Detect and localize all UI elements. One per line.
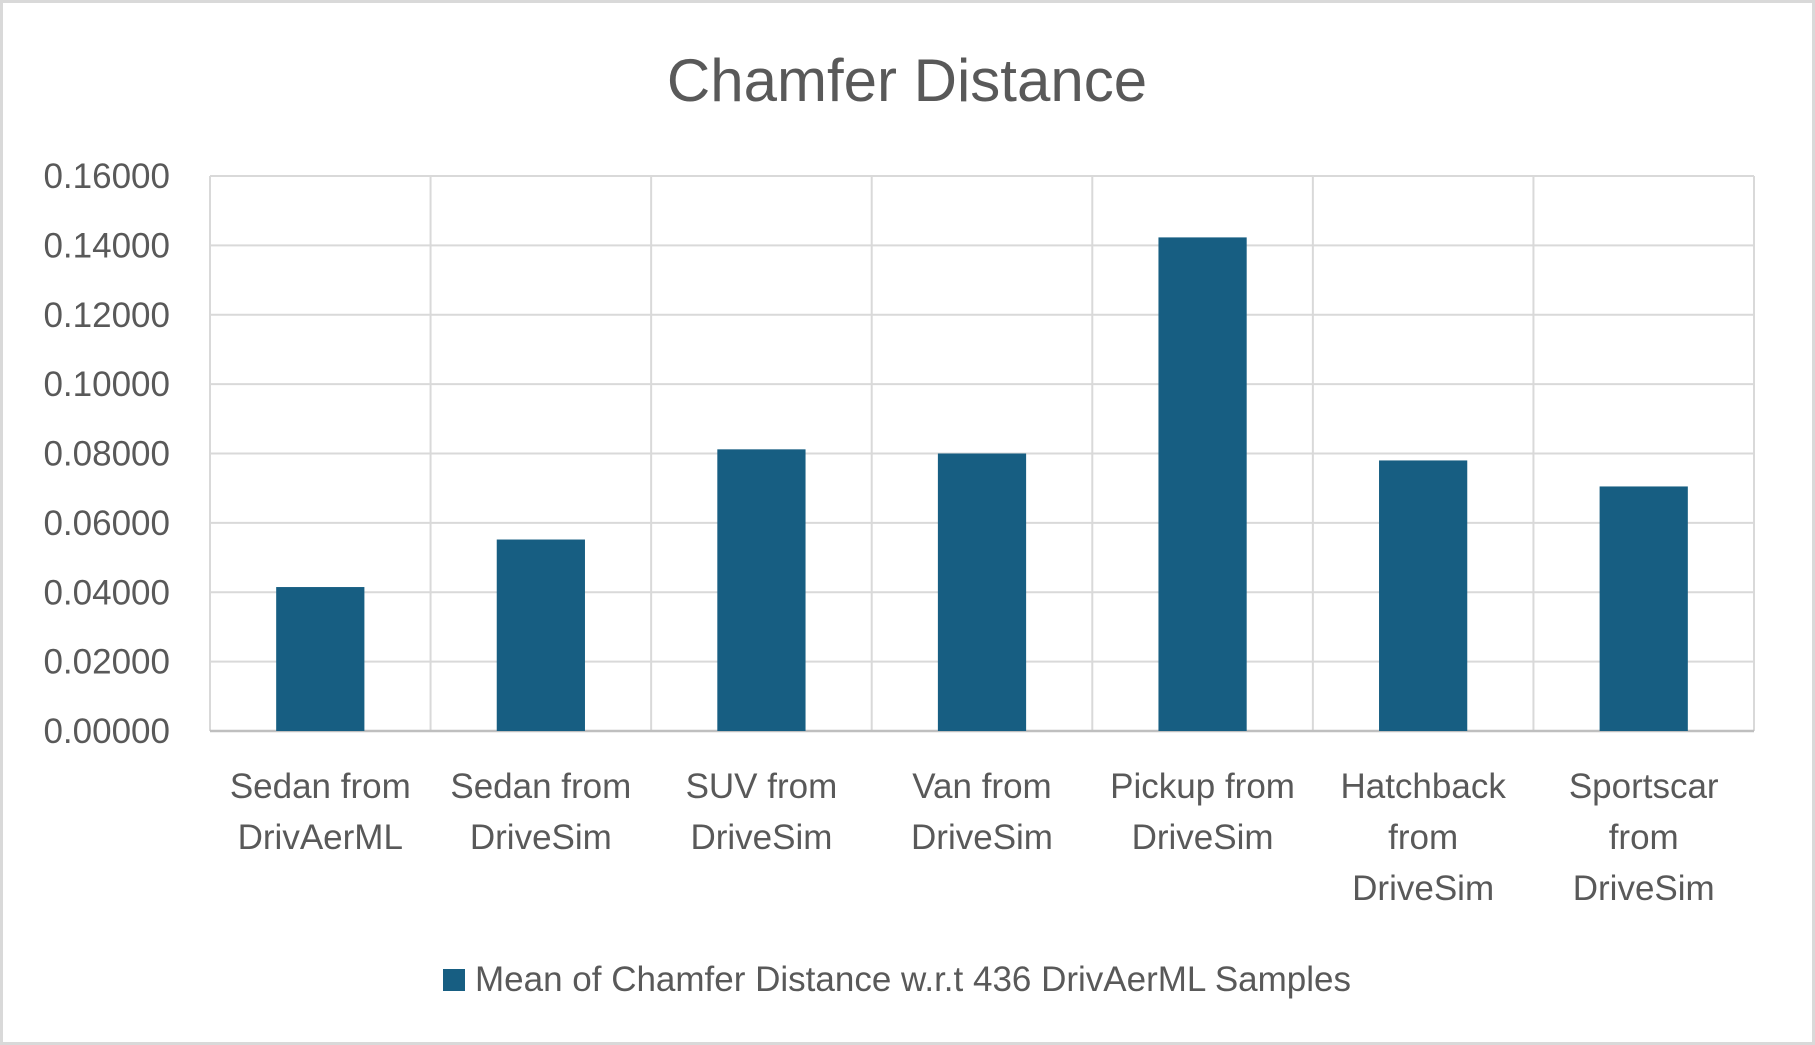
bars	[276, 237, 1688, 731]
y-tick-label: 0.04000	[43, 573, 170, 612]
legend-label: Mean of Chamfer Distance w.r.t 436 DrivA…	[475, 960, 1351, 999]
x-category-label: Pickup from DriveSim	[1110, 767, 1295, 857]
bar	[276, 587, 365, 731]
x-category-label: Sedan from DrivAerML	[230, 767, 411, 857]
legend: Mean of Chamfer Distance w.r.t 436 DrivA…	[443, 960, 1351, 999]
y-axis-ticks: 0.00000 0.02000 0.04000 0.06000 0.08000 0.100…	[43, 157, 170, 751]
y-tick-label: 0.02000	[43, 643, 170, 682]
x-category-label: Hatchback from DriveSim	[1340, 767, 1506, 908]
bar	[717, 449, 806, 731]
y-tick-label: 0.06000	[43, 504, 170, 543]
y-tick-label: 0.08000	[43, 435, 170, 474]
y-tick-label: 0.14000	[43, 226, 170, 265]
y-tick-label: 0.12000	[43, 296, 170, 335]
x-category-label: Sportscar from DriveSim	[1569, 767, 1719, 908]
y-tick-label: 0.16000	[43, 157, 170, 196]
chart-title: Chamfer Distance	[667, 47, 1147, 114]
legend-swatch	[443, 969, 465, 991]
x-category-label: Sedan from DriveSim	[450, 767, 631, 857]
bar	[1599, 486, 1688, 731]
bar-chart: Chamfer Distance 0.000000.020000.040000.…	[43, 47, 1755, 999]
bar	[1158, 237, 1247, 731]
bar	[496, 539, 585, 731]
bar	[1379, 460, 1468, 731]
x-category-label: SUV from DriveSim	[686, 767, 838, 857]
x-axis-categories: Sedan from DrivAerML Sedan from DriveSim SUV…	[230, 767, 1719, 908]
y-tick-label: 0.10000	[43, 365, 170, 404]
y-tick-label: 0.00000	[43, 712, 170, 751]
x-category-label: Van from DriveSim	[911, 767, 1053, 857]
bar	[937, 453, 1027, 731]
